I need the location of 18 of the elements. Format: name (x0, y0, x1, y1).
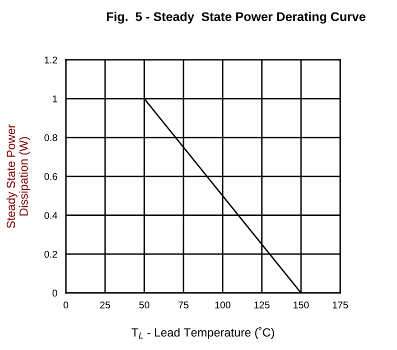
y-tick-label: 0 (52, 290, 58, 297)
x-tick-label: 50 (139, 302, 150, 308)
x-tick-label: 100 (215, 302, 230, 308)
y-tick-label: 0.6 (44, 173, 58, 180)
x-tick-label: 150 (294, 302, 309, 308)
x-tick-label: 25 (100, 302, 110, 308)
x-tick-label: 125 (254, 302, 270, 308)
y-axis-title: Steady State Power Dissipation (W) (6, 124, 30, 228)
chart-title: Fig. 5 - Steady State Power Derating Curve (106, 12, 366, 24)
y-tick-label: 1 (52, 96, 58, 102)
x-tick-label: 75 (178, 302, 188, 308)
x-tick-label: 175 (332, 302, 348, 308)
y-tick-label: 1.2 (44, 56, 58, 64)
y-tick-label: 0.8 (44, 134, 58, 142)
y-tick-label: 0.4 (44, 212, 58, 219)
x-tick-label: 0 (64, 302, 68, 308)
y-tick-label: 0.2 (44, 250, 58, 258)
x-axis-title: T$_{L}$ - Lead Temperature (˚C) (132, 327, 274, 339)
